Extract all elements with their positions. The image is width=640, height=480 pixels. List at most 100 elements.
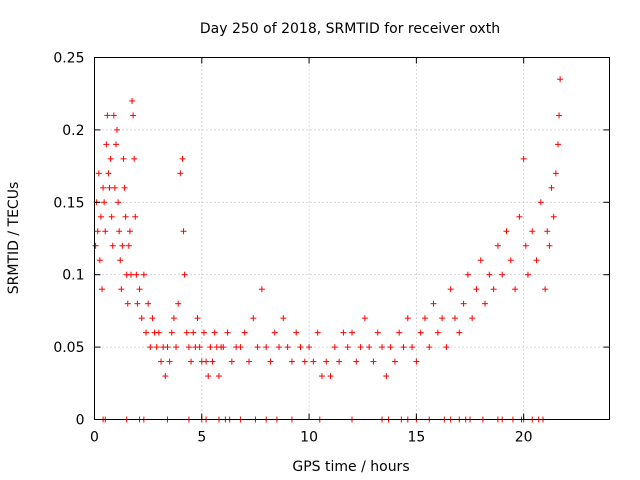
- data-point: [522, 242, 529, 249]
- y-axis-label: SRMTID / TECUs: [6, 182, 22, 295]
- data-point: [200, 329, 207, 336]
- data-point: [99, 286, 106, 293]
- data-point: [211, 329, 218, 336]
- data-point: [173, 344, 180, 351]
- data-point: [404, 315, 411, 322]
- grid-lines: [94, 57, 610, 420]
- data-point: [104, 112, 111, 119]
- data-point: [494, 242, 501, 249]
- data-point: [452, 315, 458, 322]
- data-point: [106, 184, 113, 191]
- data-point: [254, 344, 261, 351]
- data-point: [327, 373, 334, 380]
- data-point: [203, 358, 210, 365]
- data-point: [164, 344, 171, 351]
- data-point: [331, 344, 338, 351]
- data-point: [546, 242, 553, 249]
- data-point: [336, 358, 343, 365]
- data-point: [147, 344, 154, 351]
- data-point: [105, 170, 112, 177]
- data-point: [340, 329, 347, 336]
- data-point: [120, 155, 127, 162]
- x-axis-label: GPS time / hours: [292, 459, 409, 475]
- data-point: [122, 213, 129, 220]
- data-point: [542, 286, 549, 293]
- data-point: [181, 271, 188, 278]
- data-point: [138, 315, 145, 322]
- data-point: [116, 228, 123, 235]
- data-point: [490, 286, 497, 293]
- x-tick-label: 5: [197, 430, 206, 446]
- data-point: [115, 199, 122, 206]
- data-point: [97, 213, 104, 220]
- data-point: [111, 184, 118, 191]
- data-point: [108, 213, 115, 220]
- data-point: [190, 329, 197, 336]
- data-point: [168, 329, 175, 336]
- plot-frame: [94, 57, 610, 420]
- data-point: [205, 373, 212, 380]
- data-point: [460, 300, 467, 307]
- data-point: [544, 228, 551, 235]
- data-point: [180, 228, 187, 235]
- data-point: [297, 344, 304, 351]
- data-point: [132, 213, 139, 220]
- data-point: [153, 344, 160, 351]
- data-point: [366, 344, 373, 351]
- data-point: [250, 315, 257, 322]
- data-point: [374, 329, 381, 336]
- data-point: [482, 300, 489, 307]
- data-point: [370, 358, 377, 365]
- data-point: [503, 228, 510, 235]
- data-point: [555, 141, 561, 148]
- data-point: [143, 329, 149, 336]
- y-tick-label: 0.05: [53, 340, 84, 356]
- data-point: [228, 358, 235, 365]
- data-point: [124, 300, 131, 307]
- data-point: [520, 155, 527, 162]
- data-point: [400, 344, 407, 351]
- data-point: [417, 329, 424, 336]
- data-point: [101, 199, 108, 206]
- data-point: [456, 329, 463, 336]
- data-point: [310, 358, 317, 365]
- data-point: [284, 344, 291, 351]
- data-point: [166, 358, 173, 365]
- data-point: [421, 315, 428, 322]
- data-point: [361, 315, 368, 322]
- data-point: [464, 271, 471, 278]
- data-point: [92, 242, 99, 249]
- data-point: [499, 271, 506, 278]
- data-point: [119, 242, 126, 249]
- data-point: [175, 300, 182, 307]
- x-tick-label: 15: [407, 430, 425, 446]
- data-point: [100, 184, 107, 191]
- data-point: [112, 141, 119, 148]
- data-point: [323, 358, 330, 365]
- y-tick-label: 0.2: [62, 123, 84, 139]
- data-point: [133, 271, 140, 278]
- data-point: [125, 242, 132, 249]
- data-point: [548, 184, 555, 191]
- data-point: [95, 170, 102, 177]
- data-point: [318, 373, 325, 380]
- x-tick-label: 10: [300, 430, 318, 446]
- data-point: [121, 184, 128, 191]
- data-point: [129, 97, 136, 104]
- data-point: [524, 271, 531, 278]
- data-point: [557, 76, 564, 83]
- data-point: [162, 373, 169, 380]
- data-point: [434, 329, 441, 336]
- data-point: [158, 358, 165, 365]
- data-point: [473, 286, 480, 293]
- data-point: [220, 344, 227, 351]
- data-point: [102, 228, 109, 235]
- data-point: [215, 373, 222, 380]
- data-point: [136, 286, 143, 293]
- data-point: [209, 358, 216, 365]
- data-point: [207, 344, 214, 351]
- data-point: [357, 344, 364, 351]
- data-point: [118, 286, 125, 293]
- data-point: [387, 344, 394, 351]
